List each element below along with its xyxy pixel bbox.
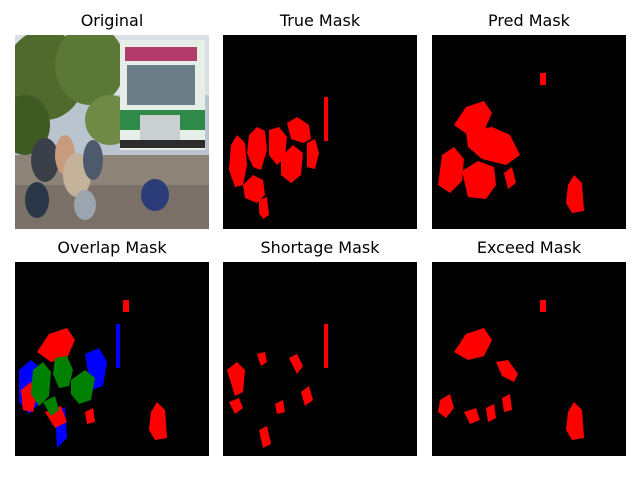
shortage-mask-image [223, 262, 417, 456]
exceed-mask-image [432, 262, 626, 456]
panel-title-exceed-mask: Exceed Mask [476, 238, 582, 257]
panel-title-original: Original [80, 11, 144, 30]
panel-title-overlap-mask: Overlap Mask [57, 238, 167, 257]
panel-title-shortage-mask: Shortage Mask [260, 238, 380, 257]
overlap-mask-image [15, 262, 209, 456]
original-image [15, 35, 209, 229]
true-mask-image [223, 35, 417, 229]
panel-title-true-mask: True Mask [279, 11, 361, 30]
pred-mask-image [432, 35, 626, 229]
panel-title-pred-mask: Pred Mask [488, 11, 570, 30]
